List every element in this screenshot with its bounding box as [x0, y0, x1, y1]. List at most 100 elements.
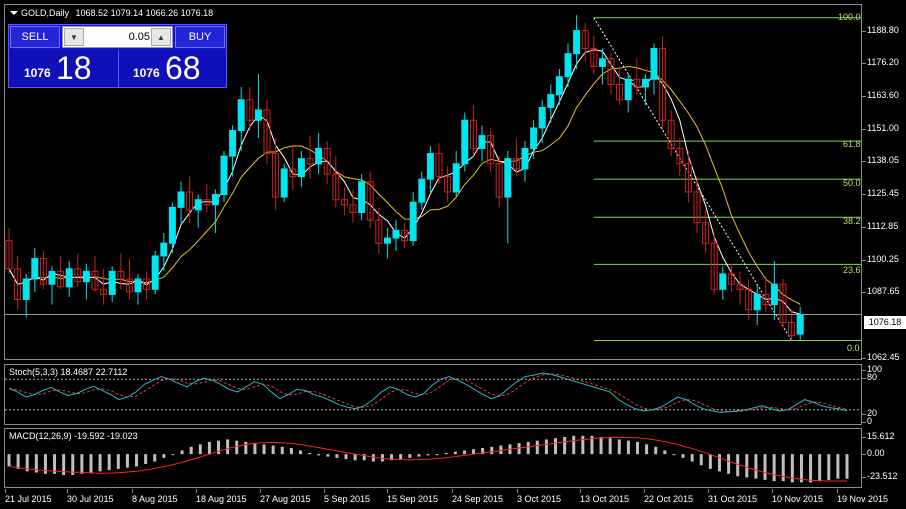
dropdown-triangle-icon[interactable] — [10, 11, 18, 15]
buy-button[interactable]: BUY — [175, 26, 225, 48]
candle-body — [607, 58, 615, 85]
time-label: 15 Sep 2015 — [387, 489, 439, 504]
macd-histogram-bar — [335, 454, 339, 458]
macd-histogram-bar — [526, 441, 530, 455]
macd-histogram-bar — [125, 454, 129, 468]
chart-title: GOLD,Daily 1068.52 1079.14 1066.26 1076.… — [21, 8, 213, 18]
price-tick: 1151.00 — [862, 123, 899, 133]
stoch-main-line — [8, 372, 848, 413]
macd-histogram-bar — [417, 454, 421, 457]
macd-histogram-bar — [681, 454, 685, 458]
candle-body — [710, 242, 718, 290]
macd-histogram-bar — [809, 454, 813, 483]
candle-body — [770, 283, 778, 306]
candle-body — [796, 313, 804, 335]
candle-body — [246, 99, 254, 121]
macd-histogram-bar — [763, 454, 767, 480]
candle-body — [702, 222, 710, 244]
candle-body — [297, 158, 305, 178]
macd-histogram-bar — [481, 448, 485, 455]
price-chart-pane[interactable]: GOLD,Daily 1068.52 1079.14 1066.26 1076.… — [4, 4, 862, 360]
candle-body — [306, 158, 314, 165]
macd-histogram-bar — [790, 454, 794, 483]
fib-label-61-8: 61.8 — [843, 139, 861, 149]
macd-histogram-bar — [198, 444, 202, 455]
candle-body — [667, 119, 675, 149]
macd-histogram-bar — [390, 454, 394, 461]
price-tick: 1188.80 — [862, 25, 899, 35]
stochastic-pane[interactable]: Stoch(5,3,3) 18.4687 22.7112 — [4, 364, 862, 425]
macd-histogram-bar — [253, 443, 257, 455]
macd-histogram-bar — [836, 454, 840, 479]
candle-body — [538, 106, 546, 129]
time-label: 3 Oct 2015 — [517, 489, 562, 504]
buy-price-quote[interactable]: 1076 68 — [118, 50, 226, 87]
candle-body — [736, 283, 744, 290]
time-label: 8 Aug 2015 — [132, 489, 178, 504]
macd-histogram-bar — [517, 443, 521, 455]
macd-histogram-bar — [444, 452, 448, 455]
macd-histogram-bar — [590, 435, 594, 455]
time-label: 31 Oct 2015 — [708, 489, 758, 504]
macd-histogram-bar — [16, 454, 20, 469]
stoch-signal-line — [8, 373, 848, 413]
stoch-tick: 20 — [861, 408, 878, 418]
macd-histogram-bar — [544, 439, 548, 455]
macd-histogram-bar — [308, 452, 312, 455]
candle-body — [590, 48, 598, 67]
macd-histogram-bar — [371, 454, 375, 462]
macd-histogram-bar — [626, 440, 630, 455]
macd-histogram-bar — [235, 440, 239, 455]
candle-body — [82, 270, 90, 283]
macd-histogram-bar — [426, 454, 430, 456]
macd-pane[interactable]: MACD(12,26,9) -19.592 -19.023 — [4, 428, 862, 488]
macd-tick: 15.612 — [862, 431, 895, 441]
macd-histogram-bar — [672, 454, 676, 456]
candle-body — [487, 135, 495, 165]
lot-size-stepper[interactable]: ▼ ▲ — [62, 26, 173, 48]
macd-scale: 15.612 0.00 -23.512 — [862, 428, 906, 488]
sell-button[interactable]: SELL — [10, 26, 60, 48]
candle-body — [5, 240, 13, 270]
candle-body — [753, 293, 761, 311]
macd-histogram-bar — [554, 438, 558, 455]
time-label: 24 Sep 2015 — [452, 489, 504, 504]
stochastic-title: Stoch(5,3,3) 18.4687 22.7112 — [9, 367, 128, 377]
candle-body — [229, 129, 237, 157]
buy-price-prefix: 1076 — [133, 66, 160, 80]
macd-histogram-bar — [262, 444, 266, 455]
time-label: 13 Oct 2015 — [580, 489, 630, 504]
macd-histogram-bar — [144, 454, 148, 464]
macd-histogram-bar — [317, 454, 321, 456]
sell-price-prefix: 1076 — [24, 66, 51, 80]
macd-histogram-bar — [280, 446, 284, 455]
candle-body — [719, 273, 727, 290]
macd-histogram-bar — [453, 451, 457, 455]
macd-tick: -23.512 — [862, 471, 898, 481]
stoch-tick: 100 — [861, 364, 883, 374]
price-tick: 1112.85 — [861, 221, 899, 231]
time-label: 5 Sep 2015 — [324, 489, 371, 504]
macd-histogram-bar — [608, 438, 612, 455]
candle-body — [125, 278, 133, 293]
lot-size-input[interactable] — [86, 29, 150, 45]
time-label: 18 Aug 2015 — [196, 489, 247, 504]
sell-price-quote[interactable]: 1076 18 — [10, 50, 118, 87]
lot-decrease-icon[interactable]: ▼ — [64, 28, 84, 46]
candle-body — [504, 158, 512, 198]
macd-histogram-bar — [708, 454, 712, 469]
macd-histogram-bar — [353, 454, 357, 461]
macd-histogram-bar — [180, 450, 184, 455]
macd-histogram-bar — [499, 445, 503, 455]
candle-body — [349, 204, 357, 213]
macd-histogram-bar — [89, 454, 93, 473]
macd-histogram-bar — [298, 450, 302, 455]
price-tick: 1163.60 — [862, 90, 899, 100]
price-chart-canvas — [5, 15, 861, 342]
macd-histogram-bar — [781, 454, 785, 482]
candle-body — [22, 278, 30, 301]
candle-body — [203, 199, 211, 206]
lot-increase-icon[interactable]: ▲ — [151, 28, 171, 46]
price-scale: 1188.80 1176.20 1163.60 1151.00 1138.05 … — [861, 4, 906, 362]
macd-histogram-bar — [380, 454, 384, 462]
